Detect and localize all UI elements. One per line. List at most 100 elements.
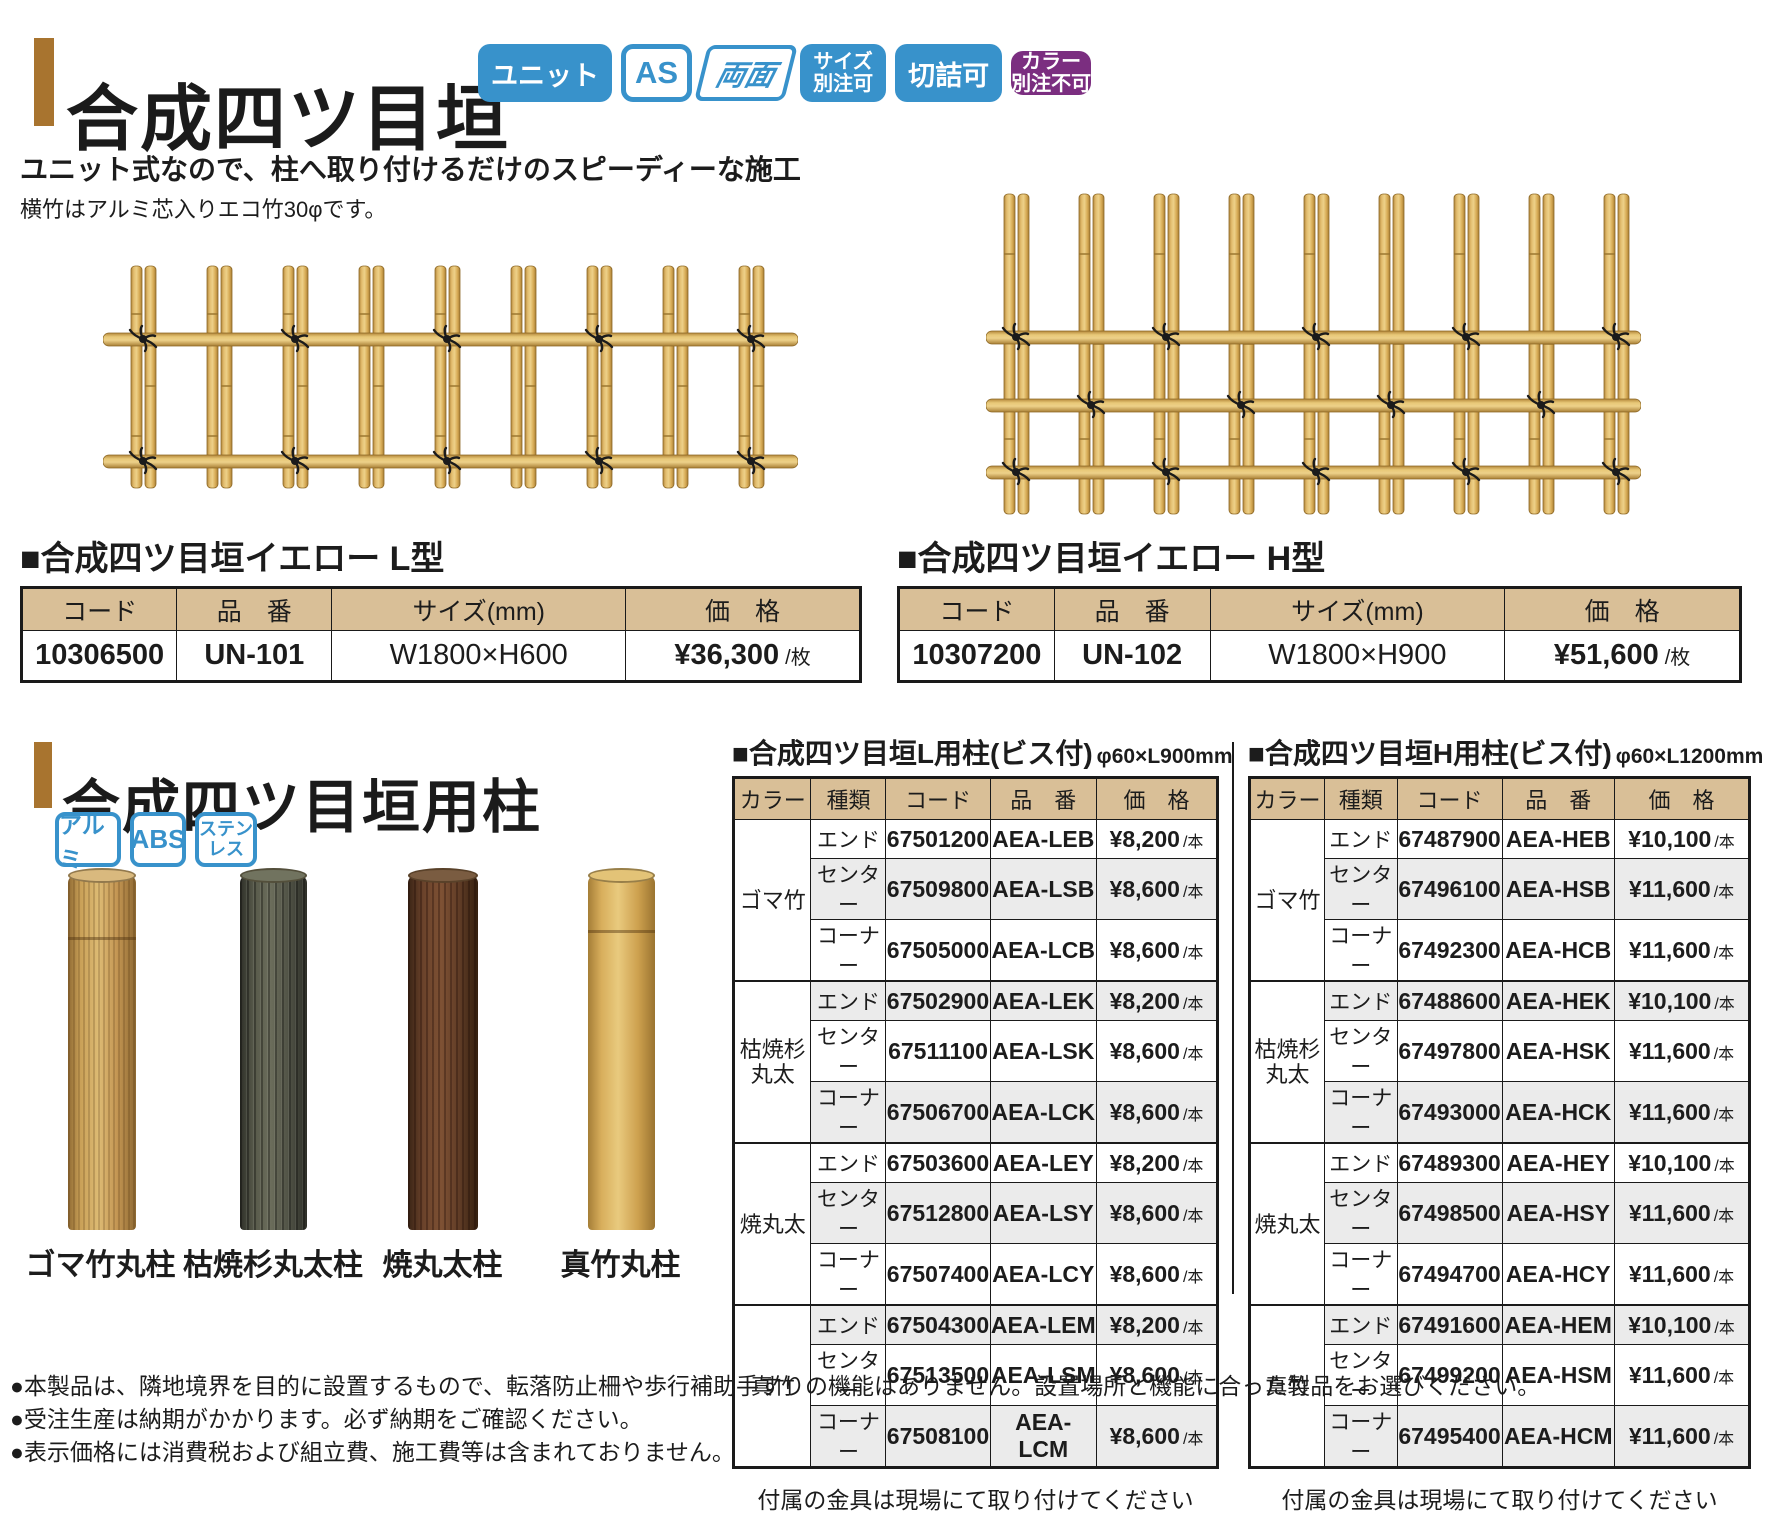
footer-note: ●受注生産は納期がかかります。必ず納期をご確認ください。 [10, 1405, 643, 1432]
color-group-cell: ゴマ竹 [1249, 819, 1325, 982]
table-row: センター 67509800 AEA-LSB ¥8,600/本 [734, 858, 1219, 921]
post-photo-kareyakisugi-log [240, 868, 307, 1230]
post-table-section-h: ■合成四ツ目垣H用柱(ビス付) φ60×L1200mm カラー 種類 コード 品 … [1248, 738, 1764, 1515]
feature-badge-row: ユニット AS 両面 サイズ 別注可 切詰可 カラー 別注不可 [478, 44, 1092, 102]
product-section-h: ■合成四ツ目垣イエロー H型 コード 品 番 サイズ(mm) 価 格 10307… [897, 540, 1742, 684]
table-row: センター 67496100 AEA-HSB ¥11,600/本 [1250, 858, 1750, 921]
hardware-note: 付属の金具は現場にて取り付けてください [757, 1487, 1194, 1514]
color-group-cell: 真竹 [732, 1304, 812, 1469]
table-row: センター 67511100 AEA-LSK ¥8,600/本 [734, 1020, 1219, 1083]
post-photo-goma-bamboo [68, 868, 136, 1230]
table-row: コーナー 67492300 AEA-HCB ¥11,600/本 [1250, 919, 1750, 982]
size-note: φ60×L900mm [1096, 745, 1233, 768]
col-type: 種類 [810, 777, 887, 821]
price-cell: ¥36,300/枚 [625, 630, 861, 683]
product-section-l: ■合成四ツ目垣イエロー L型 コード 品 番 サイズ(mm) 価 格 10306… [20, 540, 862, 684]
table-row: 真竹 エンド 67491600 AEA-HEM ¥10,100/本 [1249, 1304, 1750, 1469]
col-item: 品 番 [989, 777, 1097, 821]
product-table-l: コード 品 番 サイズ(mm) 価 格 10306500 UN-101 W180… [20, 586, 862, 684]
badge-no-custom-color: カラー 別注不可 [1011, 50, 1092, 96]
table-row: 真竹 エンド 67504300 AEA-LEM ¥8,200/本 [732, 1304, 1219, 1469]
col-price: 価 格 [1095, 777, 1219, 821]
col-color: カラー [1249, 777, 1325, 821]
post-label: 枯焼杉丸太柱 [183, 1249, 363, 1282]
table-row: コーナー 67493000 AEA-HCK ¥11,600/本 [1250, 1081, 1750, 1144]
post-photo-madake-bamboo [588, 868, 655, 1230]
post-cap [408, 868, 478, 883]
footer-note: ●表示価格には消費税および組立費、施工費等は含まれておりません。 [10, 1438, 735, 1465]
table-row: コーナー 67495400 AEA-HCM ¥11,600/本 [1250, 1405, 1750, 1469]
col-item: 品 番 [1501, 777, 1615, 821]
hardware-note: 付属の金具は現場にて取り付けてください [1281, 1487, 1718, 1514]
table-row: 10307200 UN-102 W1800×H900 ¥51,600/枚 [898, 630, 1741, 683]
color-group-cell: 枯焼杉 丸太 [732, 980, 812, 1144]
color-group-cell: 真竹 [1249, 1304, 1325, 1469]
post-table-heading-h: ■合成四ツ目垣H用柱(ビス付) φ60×L1200mm [1248, 738, 1764, 769]
col-color: カラー [732, 777, 812, 821]
badge-abs: ABS [130, 812, 186, 867]
table-row: コーナー 67505000 AEA-LCB ¥8,600/本 [734, 919, 1219, 982]
col-code: コード [1396, 777, 1503, 821]
post-label: 焼丸太柱 [382, 1249, 503, 1282]
color-group-cell: 焼丸太 [1249, 1142, 1325, 1306]
fence-illustration-l [103, 265, 798, 489]
table-row: コーナー 67494700 AEA-HCY ¥11,600/本 [1250, 1243, 1750, 1306]
code-cell: 10307200 [898, 630, 1055, 683]
section-accent-bar [34, 38, 54, 126]
badge-custom-size-ok: サイズ 別注可 [800, 44, 887, 102]
table-row: 焼丸太 エンド 67489300 AEA-HEY ¥10,100/本 [1249, 1142, 1750, 1306]
product-heading-l: ■合成四ツ目垣イエロー L型 [20, 540, 445, 578]
size-note: φ60×L1200mm [1615, 745, 1764, 768]
table-row: ゴマ竹 エンド 67487900 AEA-HEB ¥10,100/本 [1249, 819, 1750, 982]
col-item: 品 番 [176, 587, 333, 632]
col-type: 種類 [1324, 777, 1398, 821]
col-size: サイズ(mm) [1209, 587, 1506, 632]
post-cap [588, 868, 655, 883]
table-row: コーナー 67508100 AEA-LCM ¥8,600/本 [734, 1405, 1219, 1469]
footer-note: ●本製品は、隣地境界を目的に設置するもので、転落防止柵や歩行補助手すりの機能はあ… [10, 1373, 1541, 1399]
fence-illustration-h [986, 193, 1641, 515]
col-code: コード [885, 777, 991, 821]
lead-text: ユニット式なので、柱へ取り付けるだけのスピーディーな施工 [20, 154, 801, 185]
sublead-text: 横竹はアルミ芯入りエコ竹30φです。 [20, 197, 387, 222]
table-row: センター 67499200 AEA-HSM ¥11,600/本 [1250, 1344, 1750, 1407]
table-row: ゴマ竹 エンド 67501200 AEA-LEB ¥8,200/本 [732, 819, 1219, 982]
post-label: ゴマ竹丸柱 [25, 1249, 176, 1282]
size-cell: W1800×H600 [331, 630, 627, 683]
col-price: 価 格 [1614, 777, 1750, 821]
col-price: 価 格 [625, 587, 861, 632]
col-item: 品 番 [1053, 587, 1211, 632]
post-cap [68, 868, 136, 883]
badge-aluminum: アルミ [55, 812, 121, 872]
post-price-table-l: カラー 種類 コード 品 番 価 格 ゴマ竹 エンド 67501200 AEA-… [732, 776, 1219, 1470]
color-group-cell: 枯焼杉 丸太 [1249, 980, 1325, 1144]
table-row: センター 67513500 AEA-LSM ¥8,600/本 [734, 1344, 1219, 1407]
table-row: 枯焼杉 丸太 エンド 67502900 AEA-LEK ¥8,200/本 [732, 980, 1219, 1144]
section-accent-bar [34, 742, 52, 808]
item-cell: UN-101 [176, 630, 333, 683]
price-cell: ¥51,600/枚 [1504, 630, 1741, 683]
product-table-h: コード 品 番 サイズ(mm) 価 格 10307200 UN-102 W180… [897, 586, 1742, 684]
post-price-table-h: カラー 種類 コード 品 番 価 格 ゴマ竹 エンド 67487900 AEA-… [1248, 776, 1751, 1470]
item-cell: UN-102 [1053, 630, 1211, 683]
col-price: 価 格 [1504, 587, 1741, 632]
table-row: 10306500 UN-101 W1800×H600 ¥36,300/枚 [20, 630, 861, 683]
post-label: 真竹丸柱 [560, 1249, 681, 1282]
table-row: センター 67512800 AEA-LSY ¥8,600/本 [734, 1182, 1219, 1245]
footer-notes: ●本製品は、隣地境界を目的に設置するもので、転落防止柵や歩行補助手すりの機能はあ… [10, 1372, 1540, 1471]
color-group-cell: ゴマ竹 [732, 819, 812, 982]
badge-unit: ユニット [478, 44, 612, 102]
badge-as: AS [621, 44, 693, 102]
page-title: 合成四ツ目垣 [66, 80, 511, 161]
post-table-heading-l: ■合成四ツ目垣L用柱(ビス付) φ60×L900mm [732, 738, 1233, 769]
post-table-section-l: ■合成四ツ目垣L用柱(ビス付) φ60×L900mm カラー 種類 コード 品 番… [732, 738, 1233, 1515]
table-row: 枯焼杉 丸太 エンド 67488600 AEA-HEK ¥10,100/本 [1249, 980, 1750, 1144]
badge-stainless: ステン レス [195, 812, 257, 867]
col-code: コード [20, 587, 178, 632]
badge-double-sided: 両面 [694, 45, 799, 101]
table-row: センター 67498500 AEA-HSY ¥11,600/本 [1250, 1182, 1750, 1245]
product-heading-h: ■合成四ツ目垣イエロー H型 [897, 540, 1326, 578]
table-row: コーナー 67506700 AEA-LCK ¥8,600/本 [734, 1081, 1219, 1144]
badge-trimmable: 切詰可 [895, 44, 1003, 102]
table-row: コーナー 67507400 AEA-LCY ¥8,600/本 [734, 1243, 1219, 1306]
